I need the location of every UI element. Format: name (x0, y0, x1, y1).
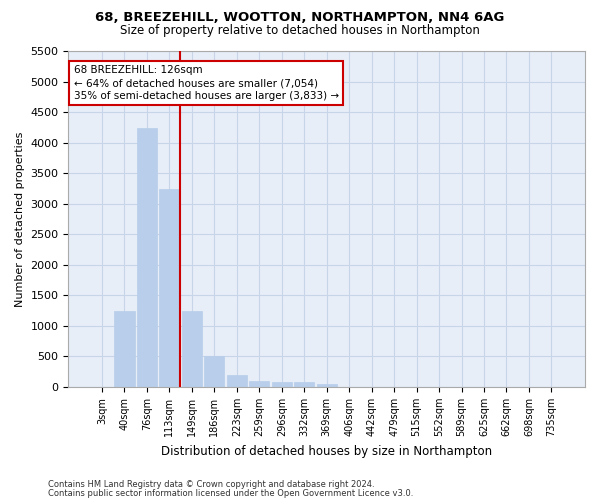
Text: 68 BREEZEHILL: 126sqm
← 64% of detached houses are smaller (7,054)
35% of semi-d: 68 BREEZEHILL: 126sqm ← 64% of detached … (74, 65, 338, 102)
Y-axis label: Number of detached properties: Number of detached properties (15, 132, 25, 307)
Bar (317, 384, 337, 387)
Bar (249, 381, 269, 387)
Bar (294, 382, 314, 387)
Bar (137, 128, 157, 387)
Bar (159, 188, 179, 387)
Bar (204, 356, 224, 387)
Bar (272, 382, 292, 387)
X-axis label: Distribution of detached houses by size in Northampton: Distribution of detached houses by size … (161, 444, 492, 458)
Text: Contains HM Land Registry data © Crown copyright and database right 2024.: Contains HM Land Registry data © Crown c… (48, 480, 374, 489)
Bar (227, 374, 247, 387)
Text: 68, BREEZEHILL, WOOTTON, NORTHAMPTON, NN4 6AG: 68, BREEZEHILL, WOOTTON, NORTHAMPTON, NN… (95, 11, 505, 24)
Text: Contains public sector information licensed under the Open Government Licence v3: Contains public sector information licen… (48, 488, 413, 498)
Bar (182, 310, 202, 387)
Bar (115, 310, 134, 387)
Text: Size of property relative to detached houses in Northampton: Size of property relative to detached ho… (120, 24, 480, 37)
